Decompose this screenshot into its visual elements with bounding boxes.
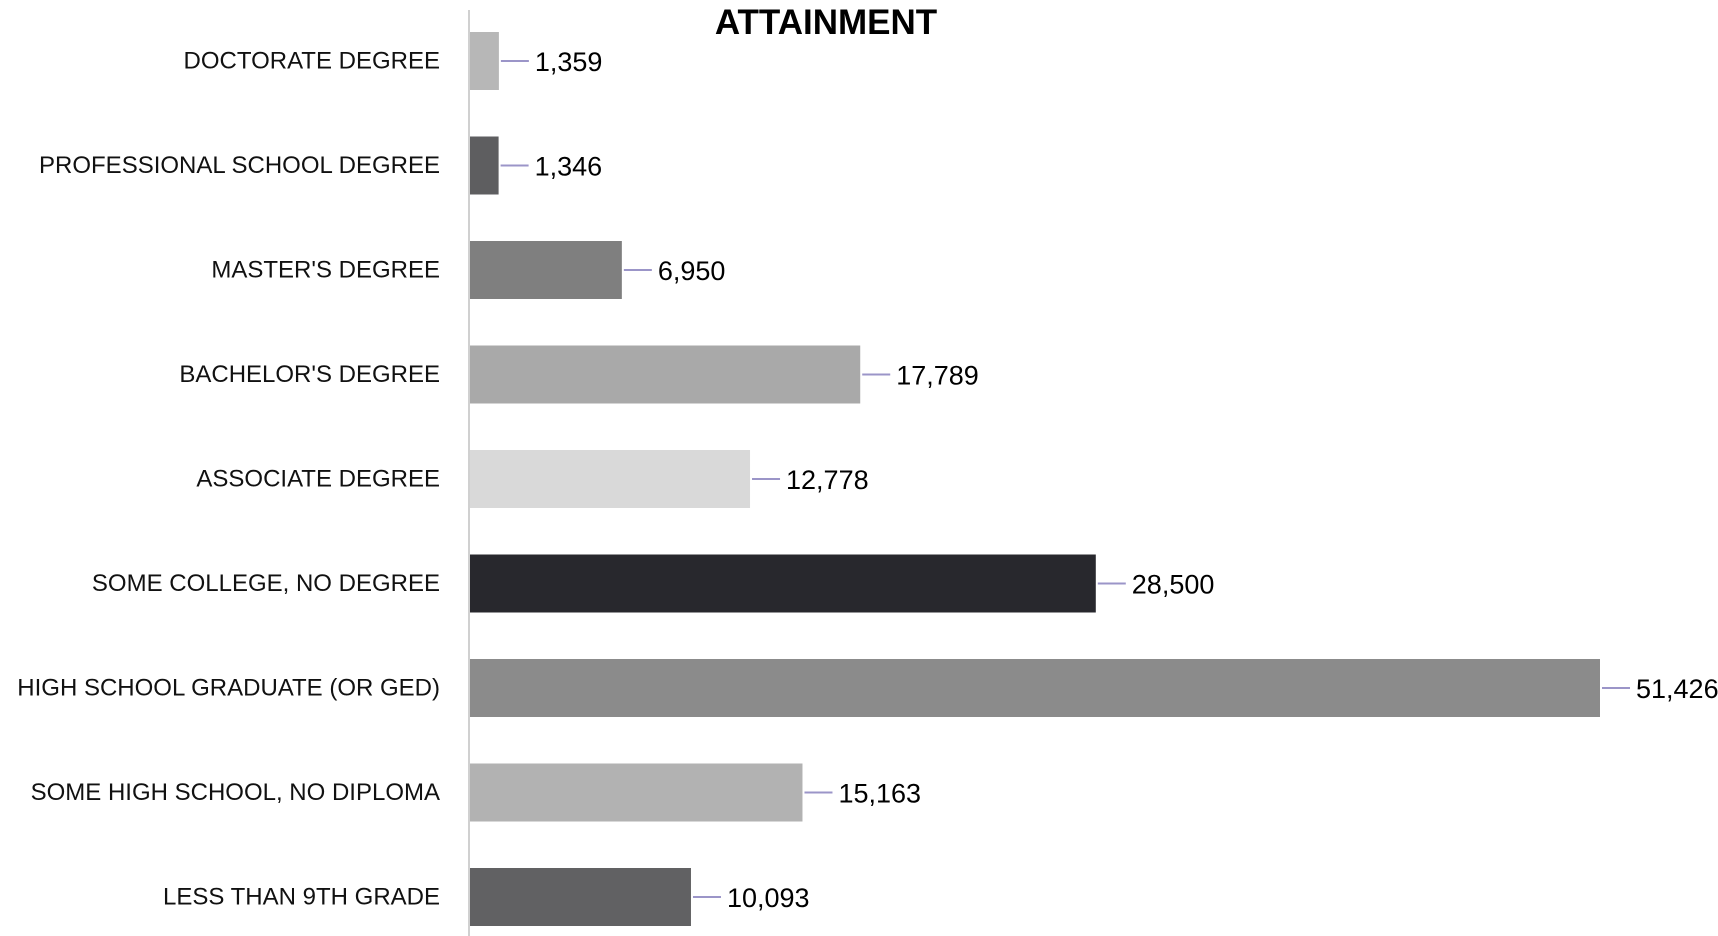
category-label-some-high-school-no-diploma: SOME HIGH SCHOOL, NO DIPLOMA bbox=[31, 779, 440, 806]
category-label-master-s-degree: MASTER'S DEGREE bbox=[211, 257, 440, 284]
data-label-less-than-9th-grade: 10,093 bbox=[727, 883, 810, 913]
bar-high-school-graduate-or-ged bbox=[469, 659, 1600, 717]
category-label-professional-school-degree: PROFESSIONAL SCHOOL DEGREE bbox=[39, 152, 440, 179]
data-label-some-college-no-degree: 28,500 bbox=[1132, 570, 1215, 600]
category-label-high-school-graduate-or-ged: HIGH SCHOOL GRADUATE (OR GED) bbox=[17, 675, 440, 702]
bar-associate-degree bbox=[469, 450, 751, 508]
category-label-associate-degree: ASSOCIATE DEGREE bbox=[196, 466, 440, 493]
bar-master-s-degree bbox=[469, 241, 622, 299]
bar-some-high-school-no-diploma bbox=[469, 763, 803, 822]
category-label-some-college-no-degree: SOME COLLEGE, NO DEGREE bbox=[92, 570, 440, 597]
bars-layer: DOCTORATE DEGREE 1,359 PROFESSIONAL SCHOOL… bbox=[17, 32, 1718, 926]
bar-some-college-no-degree bbox=[469, 554, 1096, 613]
bar-less-than-9th-grade bbox=[469, 868, 691, 926]
data-label-master-s-degree: 6,950 bbox=[658, 256, 726, 286]
data-label-associate-degree: 12,778 bbox=[786, 465, 869, 495]
data-label-doctorate-degree: 1,359 bbox=[535, 47, 603, 77]
data-label-bachelor-s-degree: 17,789 bbox=[896, 361, 979, 391]
bar-doctorate-degree bbox=[469, 32, 499, 90]
data-label-some-high-school-no-diploma: 15,163 bbox=[838, 779, 921, 809]
chart-title: ATTAINMENT bbox=[715, 3, 937, 42]
category-label-less-than-9th-grade: LESS THAN 9TH GRADE bbox=[163, 884, 440, 911]
bar-professional-school-degree bbox=[469, 136, 499, 195]
data-label-high-school-graduate-or-ged: 51,426 bbox=[1636, 674, 1718, 704]
category-label-bachelor-s-degree: BACHELOR'S DEGREE bbox=[179, 361, 440, 388]
data-label-professional-school-degree: 1,346 bbox=[535, 152, 603, 182]
bar-bachelor-s-degree bbox=[469, 345, 861, 404]
category-label-doctorate-degree: DOCTORATE DEGREE bbox=[184, 48, 440, 75]
